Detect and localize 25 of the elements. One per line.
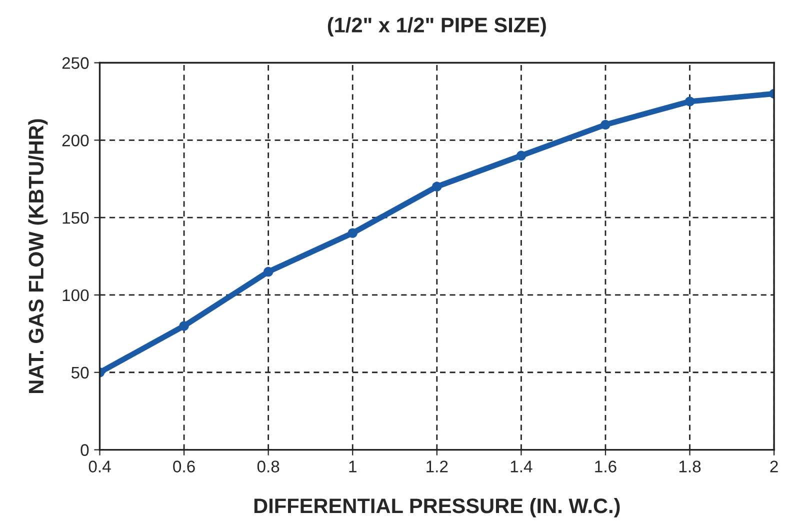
y-axis-title: NAT. GAS FLOW (KBTU/HR) xyxy=(28,119,48,393)
x-tick-label: 0.4 xyxy=(88,460,111,472)
y-tick-label: 50 xyxy=(71,366,89,379)
point xyxy=(348,228,358,238)
x-tick-label: 1.8 xyxy=(679,460,701,472)
point xyxy=(600,120,610,130)
x-tick-label: 1.2 xyxy=(426,460,448,472)
y-tick-label: 0 xyxy=(80,444,89,456)
x-tick-label: 0.6 xyxy=(173,460,195,472)
y-tick-label: 150 xyxy=(62,212,89,224)
point xyxy=(684,96,695,106)
x-tick-label: 0.8 xyxy=(257,460,280,472)
x-tick-label: 1 xyxy=(349,460,356,472)
point xyxy=(179,321,189,331)
chart-title: (1/2" x 1/2" PIPE SIZE) xyxy=(328,17,546,37)
x-axis-title: DIFFERENTIAL PRESSURE (IN. W.C.) xyxy=(254,498,620,518)
point xyxy=(432,182,442,192)
x-tick-label: 1.4 xyxy=(510,460,532,472)
y-tick-label: 200 xyxy=(62,134,89,146)
x-tick-label: 2 xyxy=(770,460,778,472)
y-tick-label: 100 xyxy=(62,289,89,302)
point xyxy=(263,266,274,277)
y-tick-label: 250 xyxy=(62,57,89,69)
x-tick-label: 1.6 xyxy=(595,460,616,472)
point xyxy=(516,150,526,161)
